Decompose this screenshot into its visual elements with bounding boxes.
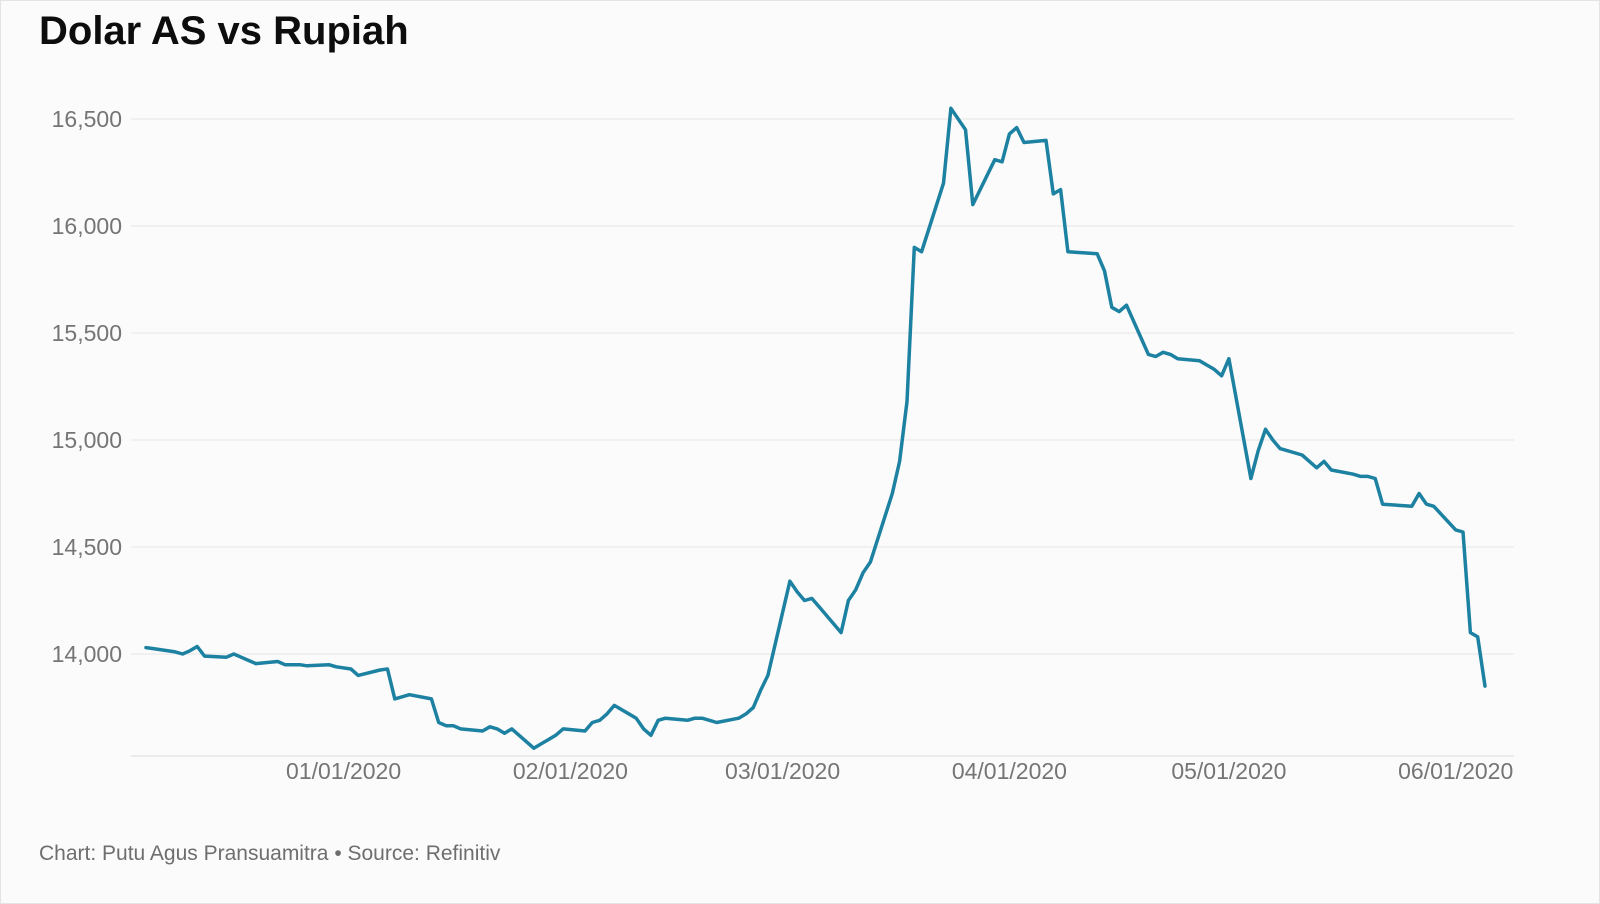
- x-axis-tick-label: 05/01/2020: [1171, 758, 1286, 784]
- y-axis-tick-label: 15,500: [52, 320, 122, 346]
- usd-idr-line-chart: 14,000 14,500 15,000 15,500 16,000 16,500 01/0…: [52, 106, 1514, 784]
- y-axis-tick-label: 16,000: [52, 213, 122, 239]
- x-axis-tick-label: 01/01/2020: [286, 758, 401, 784]
- x-axis-tick-label: 06/01/2020: [1398, 758, 1513, 784]
- y-axis-tick-label: 16,500: [52, 106, 122, 132]
- y-axis-tick-label: 15,000: [52, 427, 122, 453]
- x-axis-tick-label: 02/01/2020: [513, 758, 628, 784]
- y-axis-tick-label: 14,500: [52, 534, 122, 560]
- x-axis-tick-label: 03/01/2020: [725, 758, 840, 784]
- chart-caption: Chart: Putu Agus Pransuamitra • Source: …: [39, 842, 501, 865]
- chart-title: Dolar AS vs Rupiah: [39, 9, 409, 53]
- exchange-rate-line: [144, 106, 1487, 750]
- x-axis-tick-label: 04/01/2020: [952, 758, 1067, 784]
- y-axis-tick-label: 14,000: [52, 641, 122, 667]
